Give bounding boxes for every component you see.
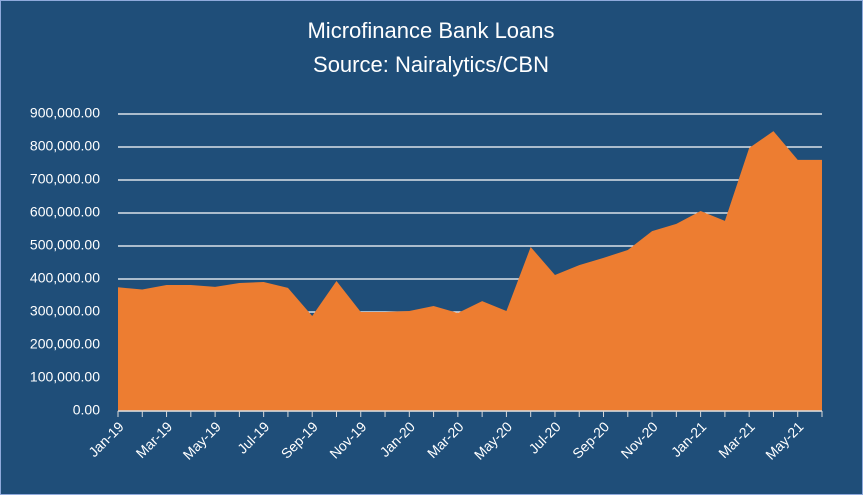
y-tick-label: 900,000.00 [30,105,100,121]
y-tick-label: 600,000.00 [30,204,100,220]
y-tick-label: 400,000.00 [30,270,100,286]
area [118,131,822,411]
y-tick-label: 100,000.00 [30,369,100,385]
y-tick-label: 700,000.00 [30,171,100,187]
y-tick-label: 800,000.00 [30,138,100,154]
y-tick-label: 200,000.00 [30,336,100,352]
y-tick-label: 300,000.00 [30,303,100,319]
chart-title: Microfinance Bank Loans [307,18,554,43]
chart-subtitle: Source: Nairalytics/CBN [313,52,549,77]
y-tick-label: 500,000.00 [30,237,100,253]
y-tick-label: 0.00 [73,402,100,418]
